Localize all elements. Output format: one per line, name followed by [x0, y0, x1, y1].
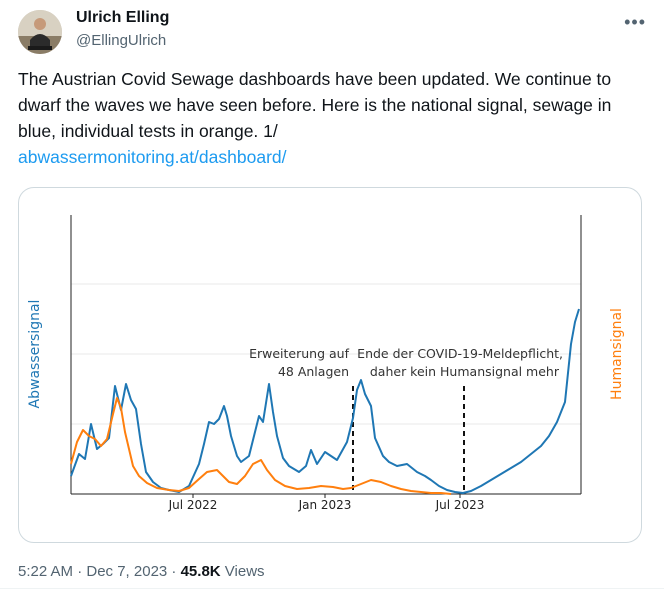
chart-series	[70, 308, 580, 495]
tweet-header: Ulrich Elling @EllingUlrich •••	[18, 8, 646, 56]
x-tick-label: Jul 2023	[435, 498, 485, 512]
tweet-text: The Austrian Covid Sewage dashboards hav…	[18, 69, 612, 141]
views-label: Views	[220, 563, 265, 580]
chart-svg: Jul 2022 Jan 2023 Jul 2023 Abwassersignal …	[27, 215, 625, 512]
right-axis-label: Humansignal	[609, 308, 625, 400]
divider	[0, 588, 664, 589]
left-axis-label: Abwassersignal	[27, 300, 43, 409]
annotation-lines	[352, 386, 465, 494]
x-tick-label: Jul 2022	[168, 498, 218, 512]
x-tick-label: Jan 2023	[298, 498, 352, 512]
annotation-2-line1: Ende der COVID-19-Meldepflicht,	[357, 346, 563, 361]
tweet-body: The Austrian Covid Sewage dashboards hav…	[18, 66, 638, 170]
tweet-meta: 5:22 AM · Dec 7, 2023 · 45.8K Views	[18, 563, 265, 580]
annotation-texts: Erweiterung auf 48 Anlagen Ende der COVID-…	[249, 346, 563, 379]
annotation-2-line2: daher kein Humansignal mehr	[370, 364, 560, 379]
media-chart[interactable]: Jul 2022 Jan 2023 Jul 2023 Abwassersignal …	[18, 187, 642, 543]
ellipsis-icon[interactable]: •••	[624, 12, 646, 32]
author-handle[interactable]: @EllingUlrich	[76, 32, 167, 49]
chart-grid	[71, 283, 581, 425]
sewage-line	[70, 308, 580, 494]
avatar[interactable]	[18, 10, 62, 54]
annotation-1-line1: Erweiterung auf	[249, 346, 349, 361]
author-name[interactable]: Ulrich Elling	[76, 9, 170, 26]
timestamp[interactable]: 5:22 AM · Dec 7, 2023 ·	[18, 563, 181, 580]
x-ticks: Jul 2022 Jan 2023 Jul 2023	[168, 494, 485, 512]
annotation-1-line2: 48 Anlagen	[278, 364, 349, 379]
views-count: 45.8K	[180, 563, 221, 580]
tweet-link[interactable]: abwassermonitoring.at/dashboard/	[18, 147, 287, 167]
human-line	[70, 397, 452, 495]
